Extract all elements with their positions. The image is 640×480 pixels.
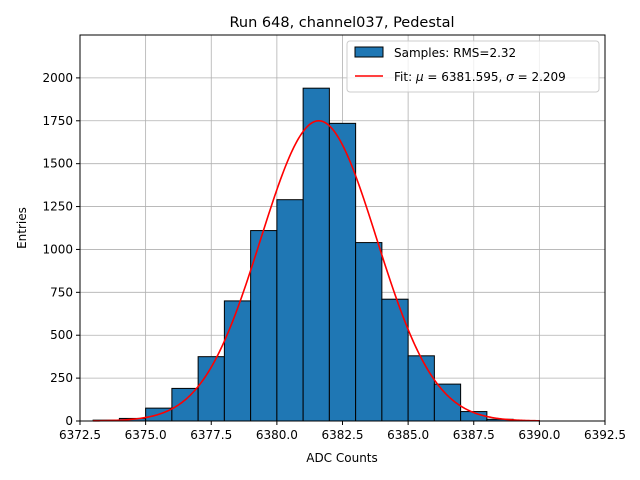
- x-tick-label-8: 6392.5: [584, 428, 626, 442]
- y-tick-label-0: 0: [65, 414, 73, 428]
- legend-label-samples: Samples: RMS=2.32: [394, 46, 516, 60]
- y-tick-label-1: 250: [50, 371, 73, 385]
- x-tick-label-2: 6377.5: [190, 428, 232, 442]
- y-tick-label-4: 1000: [42, 242, 73, 256]
- x-tick-label-3: 6380.0: [256, 428, 298, 442]
- chart-title: Run 648, channel037, Pedestal: [229, 15, 454, 31]
- y-tick-label-5: 1250: [42, 200, 73, 214]
- legend-patch-samples: [354, 46, 384, 58]
- x-tick-label-6: 6387.5: [453, 428, 495, 442]
- legend-label-fit: Fit: μ = 6381.595, σ = 2.209: [394, 70, 566, 84]
- y-tick-label-6: 1500: [42, 157, 73, 171]
- x-tick-label-0: 6372.5: [59, 428, 101, 442]
- legend-fit-sigma-value: = 2.209: [514, 70, 566, 84]
- legend-fit-mu-value: = 6381.595,: [424, 70, 507, 84]
- x-tick-label-7: 6390.0: [518, 428, 560, 442]
- y-tick-label-2: 500: [50, 328, 73, 342]
- legend-fit-mu-symbol: μ: [415, 70, 424, 84]
- y-tick-label-7: 1750: [42, 114, 73, 128]
- x-axis-ticks: 6372.5 6375.0 6377.5 6380.0 6382.5 6385.0 6387…: [59, 421, 626, 442]
- x-tick-label-5: 6385.0: [387, 428, 429, 442]
- histogram-bar-12: [407, 355, 435, 422]
- x-tick-label-4: 6382.5: [322, 428, 364, 442]
- legend: Samples: RMS=2.32 Fit: μ = 6381.595, σ =…: [346, 40, 600, 93]
- histogram-bar-10: [355, 242, 383, 422]
- histogram-bar-3: [171, 387, 199, 422]
- histogram-bar-7: [276, 199, 304, 422]
- y-axis-ticks: 0 250 500 750 1000 1250 1500 1750 2000: [42, 71, 80, 428]
- legend-box: [346, 40, 600, 93]
- fit-curve: [93, 119, 540, 422]
- legend-fit-sigma-symbol: σ: [506, 70, 514, 84]
- x-axis-label: ADC Counts: [306, 451, 378, 465]
- y-tick-label-3: 750: [50, 285, 73, 299]
- y-axis-label: Entries: [15, 207, 29, 249]
- histogram-bar-8: [302, 87, 330, 422]
- y-tick-label-8: 2000: [42, 71, 73, 85]
- histogram-bar-9: [328, 122, 357, 422]
- legend-fit-prefix: Fit:: [394, 70, 416, 84]
- histogram-bar-5: [223, 300, 252, 422]
- x-tick-label-1: 6375.0: [125, 428, 167, 442]
